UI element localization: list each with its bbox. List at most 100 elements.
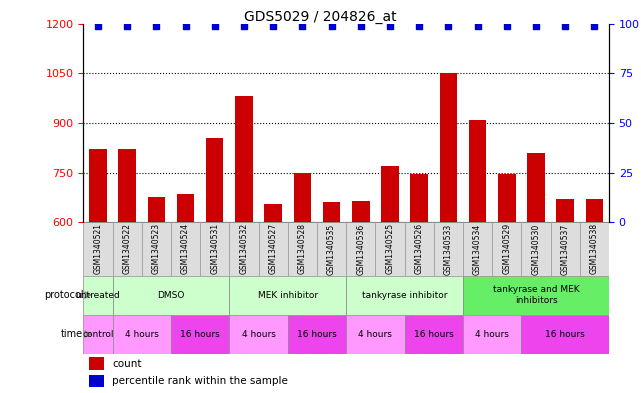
Text: GSM1340528: GSM1340528 [298, 223, 307, 274]
Point [502, 22, 512, 29]
Point [122, 22, 132, 29]
Text: protocol: protocol [44, 290, 83, 300]
Point [531, 22, 541, 29]
Text: GSM1340530: GSM1340530 [531, 223, 540, 275]
Bar [229, 275, 346, 314]
Bar [288, 222, 317, 275]
Bar [258, 222, 288, 275]
Bar [119, 149, 136, 222]
Bar [376, 222, 404, 275]
Text: MEK inhibitor: MEK inhibitor [258, 290, 318, 299]
Point [297, 22, 308, 29]
Bar [381, 166, 399, 222]
Bar [113, 314, 171, 354]
Bar [404, 314, 463, 354]
Bar [434, 222, 463, 275]
Bar [323, 202, 340, 222]
Text: 4 hours: 4 hours [242, 330, 276, 338]
Text: GSM1340522: GSM1340522 [122, 223, 131, 274]
Bar [579, 222, 609, 275]
Text: GSM1340526: GSM1340526 [415, 223, 424, 274]
Bar [83, 275, 113, 314]
Text: GSM1340531: GSM1340531 [210, 223, 219, 274]
Point [268, 22, 278, 29]
Text: count: count [112, 358, 142, 369]
Text: percentile rank within the sample: percentile rank within the sample [112, 376, 288, 386]
Bar [113, 222, 142, 275]
Point [239, 22, 249, 29]
Text: DMSO: DMSO [157, 290, 185, 299]
Bar [346, 222, 376, 275]
Bar [288, 314, 346, 354]
Bar [83, 314, 113, 354]
Bar [346, 275, 463, 314]
Text: GSM1340532: GSM1340532 [240, 223, 249, 274]
Text: GSM1340525: GSM1340525 [385, 223, 394, 274]
Text: tankyrase inhibitor: tankyrase inhibitor [362, 290, 447, 299]
Bar [142, 222, 171, 275]
Bar [586, 199, 603, 222]
Text: 16 hours: 16 hours [180, 330, 220, 338]
Point [151, 22, 162, 29]
Bar [352, 201, 369, 222]
Bar [83, 222, 113, 275]
Text: GSM1340535: GSM1340535 [327, 223, 336, 275]
Text: GSM1340536: GSM1340536 [356, 223, 365, 275]
Point [356, 22, 366, 29]
Text: 16 hours: 16 hours [297, 330, 337, 338]
Bar [463, 275, 609, 314]
Text: 4 hours: 4 hours [358, 330, 392, 338]
Point [443, 22, 453, 29]
Bar [206, 138, 224, 222]
Point [210, 22, 220, 29]
Bar [88, 375, 104, 387]
Point [589, 22, 599, 29]
Text: GSM1340538: GSM1340538 [590, 223, 599, 274]
Point [414, 22, 424, 29]
Text: GSM1340533: GSM1340533 [444, 223, 453, 275]
Point [560, 22, 570, 29]
Bar [264, 204, 282, 222]
Point [326, 22, 337, 29]
Bar [88, 357, 104, 369]
Bar [492, 222, 521, 275]
Point [472, 22, 483, 29]
Bar [498, 174, 515, 222]
Text: GSM1340523: GSM1340523 [152, 223, 161, 274]
Bar [200, 222, 229, 275]
Text: 16 hours: 16 hours [414, 330, 454, 338]
Bar [551, 222, 579, 275]
Bar [521, 314, 609, 354]
Text: untreated: untreated [76, 290, 121, 299]
Bar [556, 199, 574, 222]
Bar [346, 314, 404, 354]
Point [93, 22, 103, 29]
Bar [469, 119, 487, 222]
Point [180, 22, 190, 29]
Text: GSM1340534: GSM1340534 [473, 223, 482, 275]
Bar [440, 73, 457, 222]
Text: GSM1340527: GSM1340527 [269, 223, 278, 274]
Text: GSM1340524: GSM1340524 [181, 223, 190, 274]
Text: tankyrase and MEK
inhibitors: tankyrase and MEK inhibitors [493, 285, 579, 305]
Bar [171, 222, 200, 275]
Text: GSM1340521: GSM1340521 [94, 223, 103, 274]
Bar [317, 222, 346, 275]
Bar [177, 194, 194, 222]
Text: GSM1340537: GSM1340537 [561, 223, 570, 275]
Bar [463, 222, 492, 275]
Text: 16 hours: 16 hours [545, 330, 585, 338]
Text: control: control [82, 330, 113, 338]
Bar [527, 153, 545, 222]
Bar [404, 222, 434, 275]
Text: 4 hours: 4 hours [125, 330, 159, 338]
Bar [463, 314, 521, 354]
Bar [171, 314, 229, 354]
Bar [235, 96, 253, 222]
Bar [89, 149, 106, 222]
Text: GSM1340529: GSM1340529 [503, 223, 512, 274]
Bar [147, 197, 165, 222]
Bar [229, 222, 258, 275]
Bar [521, 222, 551, 275]
Bar [410, 174, 428, 222]
